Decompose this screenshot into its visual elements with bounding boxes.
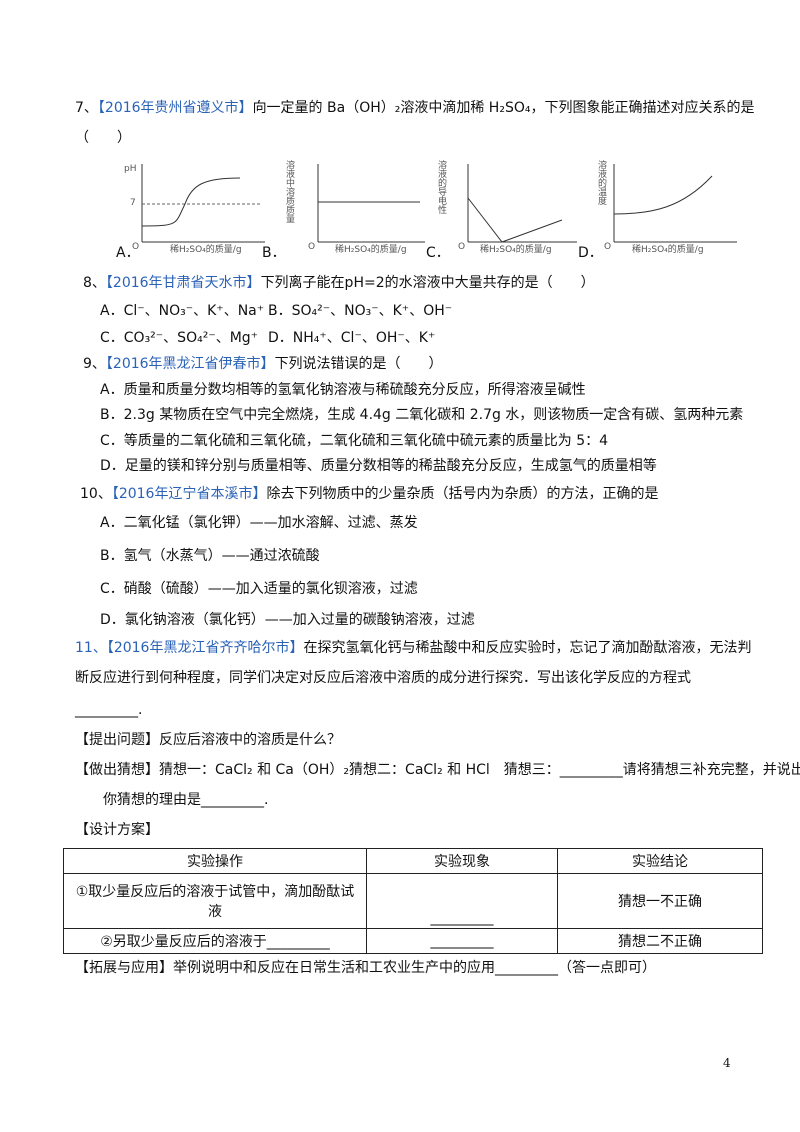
graph-origin: O: [458, 242, 466, 252]
graph: pH 7 O 稀H₂SO₄的质量/g: [120, 158, 270, 255]
q-source: 【2016年黑龙江省齐齐哈尔市】: [106, 640, 304, 656]
section-title: 【设计方案】: [75, 822, 159, 838]
option: A．二氧化锰（氯化钾）——加水溶解、过滤、蒸发: [100, 515, 418, 531]
graph: 溶液的导电性 O 稀H₂SO₄的质量/g: [432, 158, 582, 255]
graph-xlabel: 稀H₂SO₄的质量/g: [170, 245, 242, 255]
table-header: 实验结论: [557, 848, 763, 874]
graph-ylabel: pH: [124, 164, 137, 174]
table-header: 实验现象: [366, 848, 558, 874]
q-number: 10、: [80, 486, 112, 502]
option: C．硝酸（硫酸）——加入适量的氯化钡溶液，过滤: [100, 581, 418, 597]
section-line: 你猜想的理由是_________.: [103, 792, 269, 808]
table-cell: 猜想二不正确: [557, 928, 763, 954]
question: 10、【2016年辽宁省本溪市】除去下列物质中的少量杂质（括号内为杂质）的方法，…: [80, 479, 658, 509]
graph-xlabel: 稀H₂SO₄的质量/g: [632, 245, 704, 255]
page-number: 4: [723, 1056, 731, 1070]
graph-svg: [467, 164, 577, 243]
graph-xlabel: 稀H₂SO₄的质量/g: [480, 245, 552, 255]
option: D．: [578, 245, 603, 261]
option: D．NH₄⁺、Cl⁻、OH⁻、K⁺: [268, 330, 436, 346]
q-source: 【2016年甘肃省天水市】: [105, 275, 261, 291]
q-stem: 向一定量的 Ba（OH）₂溶液中滴加稀 H₂SO₄，下列图象能正确描述对应关系的…: [75, 100, 755, 146]
graph-xlabel: 稀H₂SO₄的质量/g: [335, 245, 407, 255]
option: B．氢气（水蒸气）——通过浓硫酸: [100, 548, 320, 564]
q-stem: 除去下列物质中的少量杂质（括号内为杂质）的方法，正确的是: [266, 486, 659, 502]
q-number: 9、: [83, 356, 106, 372]
q-stem: 在探究氢氧化钙与稀盐酸中和反应实验时，忘记了滴加酚酞溶液，无法判断反应进行到何种…: [75, 640, 752, 686]
graph-origin: O: [308, 242, 316, 252]
q-number: 8、: [83, 275, 106, 291]
q-source: 【2016年辽宁省本溪市】: [111, 486, 267, 502]
graph-svg: [613, 164, 737, 243]
table-cell: _________: [366, 928, 558, 954]
table-cell: 猜想一不正确: [557, 873, 763, 929]
graph-origin: O: [604, 242, 612, 252]
table-cell: ①取少量反应后的溶液于试管中，滴加酚酞试液: [63, 873, 367, 929]
table-row: ②另取少量反应后的溶液于_________ _________ 猜想二不正确: [63, 928, 763, 954]
table-cell: ②另取少量反应后的溶液于_________: [63, 928, 367, 954]
option: B．SO₄²⁻、NO₃⁻、K⁺、OH⁻: [268, 303, 453, 319]
graph-origin: O: [132, 242, 140, 252]
graph-ylabel: 溶液的导电性: [436, 160, 446, 214]
graph-svg: [141, 164, 265, 243]
q-stem: 下列说法错误的是（ ）: [274, 356, 443, 372]
graph-ylabel: 溶液的温度: [596, 160, 606, 205]
option: C．CO₃²⁻、SO₄²⁻、Mg⁺: [100, 330, 259, 346]
section-line: 【做出猜想】猜想一：CaCl₂ 和 Ca（OH）₂猜想二：CaCl₂ 和 HCl…: [75, 762, 800, 778]
question: 8、【2016年甘肃省天水市】下列离子能在pH=2的水溶液中大量共存的是（ ）: [83, 268, 595, 298]
graph-ylabel: 溶液中溶质质量: [284, 160, 294, 223]
graph-svg: [317, 164, 425, 243]
q-stem: 下列离子能在pH=2的水溶液中大量共存的是（ ）: [260, 275, 595, 291]
option: C．: [426, 245, 450, 261]
graph: 溶液的温度 O 稀H₂SO₄的质量/g: [592, 158, 742, 255]
section-line: 【拓展与应用】举例说明中和反应在日常生活和工农业生产中的应用_________（…: [75, 960, 656, 976]
q-source: 【2016年黑龙江省伊春市】: [105, 356, 275, 372]
table-header: 实验操作: [63, 848, 367, 874]
option: C．等质量的二氧化硫和三氧化硫，二氧化硫和三氧化硫中硫元素的质量比为 5：4: [100, 433, 609, 449]
q-source: 【2016年贵州省遵义市】: [97, 100, 253, 116]
q-number: 7、: [75, 100, 98, 116]
option: B．: [262, 245, 286, 261]
graph-tick: 7: [130, 198, 136, 208]
answer-blank: _________.: [75, 702, 143, 718]
table-cell: _________: [366, 873, 558, 929]
table-row: 实验操作 实验现象 实验结论: [63, 848, 763, 874]
option: A．质量和质量分数均相等的氢氧化钠溶液与稀硫酸充分反应，所得溶液呈碱性: [100, 382, 586, 398]
table-row: ①取少量反应后的溶液于试管中，滴加酚酞试液 _________ 猜想一不正确: [63, 873, 763, 929]
q-number: 11、: [75, 640, 107, 656]
design-table: 实验操作 实验现象 实验结论 ①取少量反应后的溶液于试管中，滴加酚酞试液 ______…: [63, 848, 763, 954]
option: A．Cl⁻、NO₃⁻、K⁺、Na⁺: [100, 303, 265, 319]
option: B．2.3g 某物质在空气中完全燃烧，生成 4.4g 二氧化碳和 2.7g 水，…: [100, 407, 744, 423]
question: 11、【2016年黑龙江省齐齐哈尔市】在探究氢氧化钙与稀盐酸中和反应实验时，忘记…: [75, 633, 765, 693]
question: 9、【2016年黑龙江省伊春市】下列说法错误的是（ ）: [83, 349, 443, 379]
option: D．氯化钠溶液（氯化钙）——加入过量的碳酸钠溶液，过滤: [100, 612, 475, 628]
section-line: 【提出问题】反应后溶液中的溶质是什么？: [75, 732, 341, 748]
question: 7、【2016年贵州省遵义市】向一定量的 Ba（OH）₂溶液中滴加稀 H₂SO₄…: [75, 93, 765, 153]
option: D．足量的镁和锌分别与质量相等、质量分数相等的稀盐酸充分反应，生成氢气的质量相等: [100, 458, 657, 474]
option: A．: [116, 245, 140, 261]
graph: 溶液中溶质质量 O 稀H₂SO₄的质量/g: [280, 158, 430, 255]
